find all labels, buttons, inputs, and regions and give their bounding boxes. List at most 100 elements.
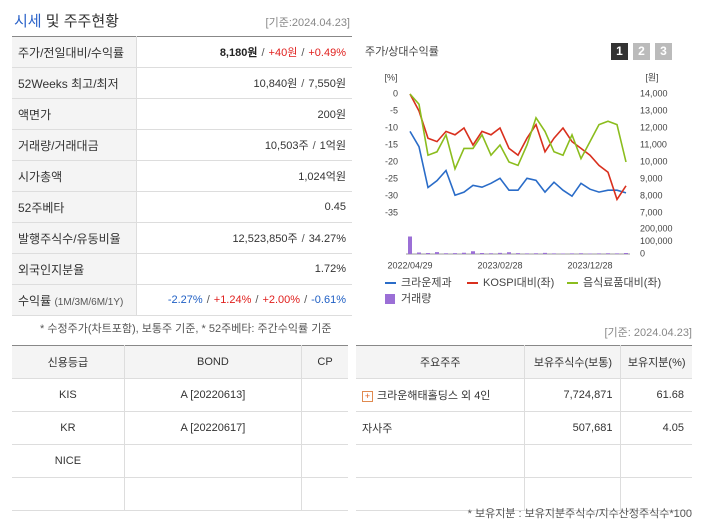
column-header: 보유주식수(보통): [524, 345, 622, 379]
range-button[interactable]: [611, 43, 628, 60]
y2-tick-label: 9,000: [640, 173, 663, 183]
table-row: [12, 477, 348, 511]
separator: /: [301, 233, 305, 245]
cell-text: 자사주: [362, 423, 393, 435]
table-cell: + 크라운해태홀딩스 외 4인: [356, 378, 526, 412]
range-button[interactable]: [655, 43, 672, 60]
cell-text: 4.05: [662, 422, 684, 434]
legend-label: 거래량: [401, 292, 431, 305]
table-row: [356, 477, 692, 511]
row-value: 8,180원 / +40원 / +0.49%: [136, 36, 352, 68]
y2-unit: [원]: [645, 72, 658, 82]
row-label: 주가/전일대비/수익률: [12, 36, 137, 68]
x-tick-label: 2022/04/29: [387, 260, 432, 270]
y3-tick-label: 200,000: [640, 223, 673, 233]
cell-text: KIS: [59, 389, 77, 401]
x-tick-label: 2023/12/28: [567, 260, 612, 270]
y-tick-label: -10: [385, 122, 398, 132]
table-row: KR A [20220617]: [12, 411, 348, 445]
row-label: 52주베타: [12, 191, 137, 223]
table-cell: [123, 444, 303, 478]
table-cell: A [20220613]: [123, 378, 303, 412]
button-label: 3: [660, 44, 667, 58]
holders-table: 주요주주 보유주식수(보통) 보유지분(%) + 크라운해태홀딩스 외 4인 7,724,…: [356, 345, 692, 511]
row-value: 0.45: [136, 191, 352, 223]
label-note: (1M/3M/6M/1Y): [54, 296, 124, 308]
volume-bar: [597, 253, 601, 254]
volume-bar: [579, 253, 583, 254]
value-part: -2.27%: [167, 294, 203, 306]
y2-tick-label: 12,000: [640, 122, 668, 132]
value-part: 8,180원: [219, 47, 258, 59]
separator: /: [255, 294, 259, 306]
volume-bar: [489, 253, 493, 254]
table-cell: [620, 444, 692, 478]
volume-bar: [570, 253, 574, 254]
row-value: 200원: [136, 98, 352, 130]
volume-bar: [408, 236, 412, 254]
y2-tick-label: 11,000: [640, 139, 667, 149]
cell-text: 507,681: [572, 422, 613, 434]
table-row: + 크라운해태홀딩스 외 4인 7,724,871 61.68: [356, 378, 692, 412]
row-value: 10,503주/1억원: [136, 129, 352, 161]
label-text: 외국인지분율: [18, 262, 85, 277]
table-row: 자사주 507,681 4.05: [356, 411, 692, 445]
chart: 주가/상대수익률 [%] [원] 1 2 3 0 -5 -10 -15 -20 -25 -30 -3…: [365, 43, 673, 305]
summary-row: 52Weeks 최고/최저 10,840원/7,550원: [12, 67, 352, 99]
value-part: +0.49%: [308, 47, 346, 59]
value-part: 10,503주: [264, 140, 309, 152]
cell-text: A [20220613]: [180, 389, 246, 401]
cell-text: NICE: [54, 455, 82, 467]
table-cell: [301, 477, 348, 511]
row-label: 외국인지분율: [12, 253, 137, 285]
table-cell: KR: [12, 411, 125, 445]
value-part: -0.61%: [311, 294, 346, 306]
summary-row: 52주베타 0.45: [12, 191, 352, 223]
table-cell: [12, 477, 125, 511]
volume-bar: [525, 253, 529, 254]
volume-bar: [417, 252, 421, 254]
cell-text: 61.68: [656, 389, 684, 401]
separator: /: [304, 294, 308, 306]
table-cell: 7,724,871: [524, 378, 622, 412]
expand-icon: +: [362, 391, 373, 402]
label-text: 52Weeks 최고/최저: [18, 76, 119, 91]
row-value: 1.72%: [136, 253, 352, 285]
table-cell: [123, 477, 303, 511]
y2-tick-label: 10,000: [640, 156, 668, 166]
y2-tick-label: 14,000: [640, 88, 668, 98]
table-cell: [301, 444, 348, 478]
title-highlight: 시세: [14, 13, 42, 30]
row-value: -2.27% / +1.24% / +2.00% / -0.61%: [136, 284, 352, 316]
summary-row: 액면가 200원: [12, 98, 352, 130]
label-text: 발행주식수/유동비율: [18, 231, 121, 246]
legend-label: 음식료품대비(좌): [583, 276, 661, 289]
base-date: [기준:2024.04.23]: [265, 17, 350, 29]
y-tick-label: -25: [385, 173, 398, 183]
summary-row: 수익률 (1M/3M/6M/1Y) -2.27% / +1.24% / +2.00% / -0…: [12, 284, 352, 316]
separator: /: [206, 294, 210, 306]
range-button[interactable]: [633, 43, 650, 60]
table-cell: [620, 477, 692, 511]
legend-label: 크라운제과: [401, 276, 452, 289]
volume-bar: [561, 253, 565, 254]
volume-bar: [462, 252, 466, 254]
column-header: 보유지분(%): [620, 345, 692, 379]
cell-text: 크라운해태홀딩스 외 4인: [377, 390, 491, 402]
value-part: 200원: [317, 109, 346, 121]
cell-text: KR: [60, 422, 76, 434]
row-label: 발행주식수/유동비율: [12, 222, 137, 254]
table-cell: NICE: [12, 444, 125, 478]
value-part: 34.27%: [308, 233, 346, 245]
holders-note: * 보유지분 : 보유지분주식수/지수산정주식수*100: [467, 508, 692, 520]
y2-tick-label: 13,000: [640, 105, 668, 115]
y2-tick-label: 8,000: [640, 190, 663, 200]
volume-bar: [615, 253, 619, 254]
summary-row: 시가총액 1,024억원: [12, 160, 352, 192]
value-part: 7,550원: [308, 78, 346, 90]
series-line: [409, 93, 627, 202]
volume-bar: [453, 253, 457, 254]
table-row: [356, 444, 692, 478]
table-cell: A [20220617]: [123, 411, 303, 445]
